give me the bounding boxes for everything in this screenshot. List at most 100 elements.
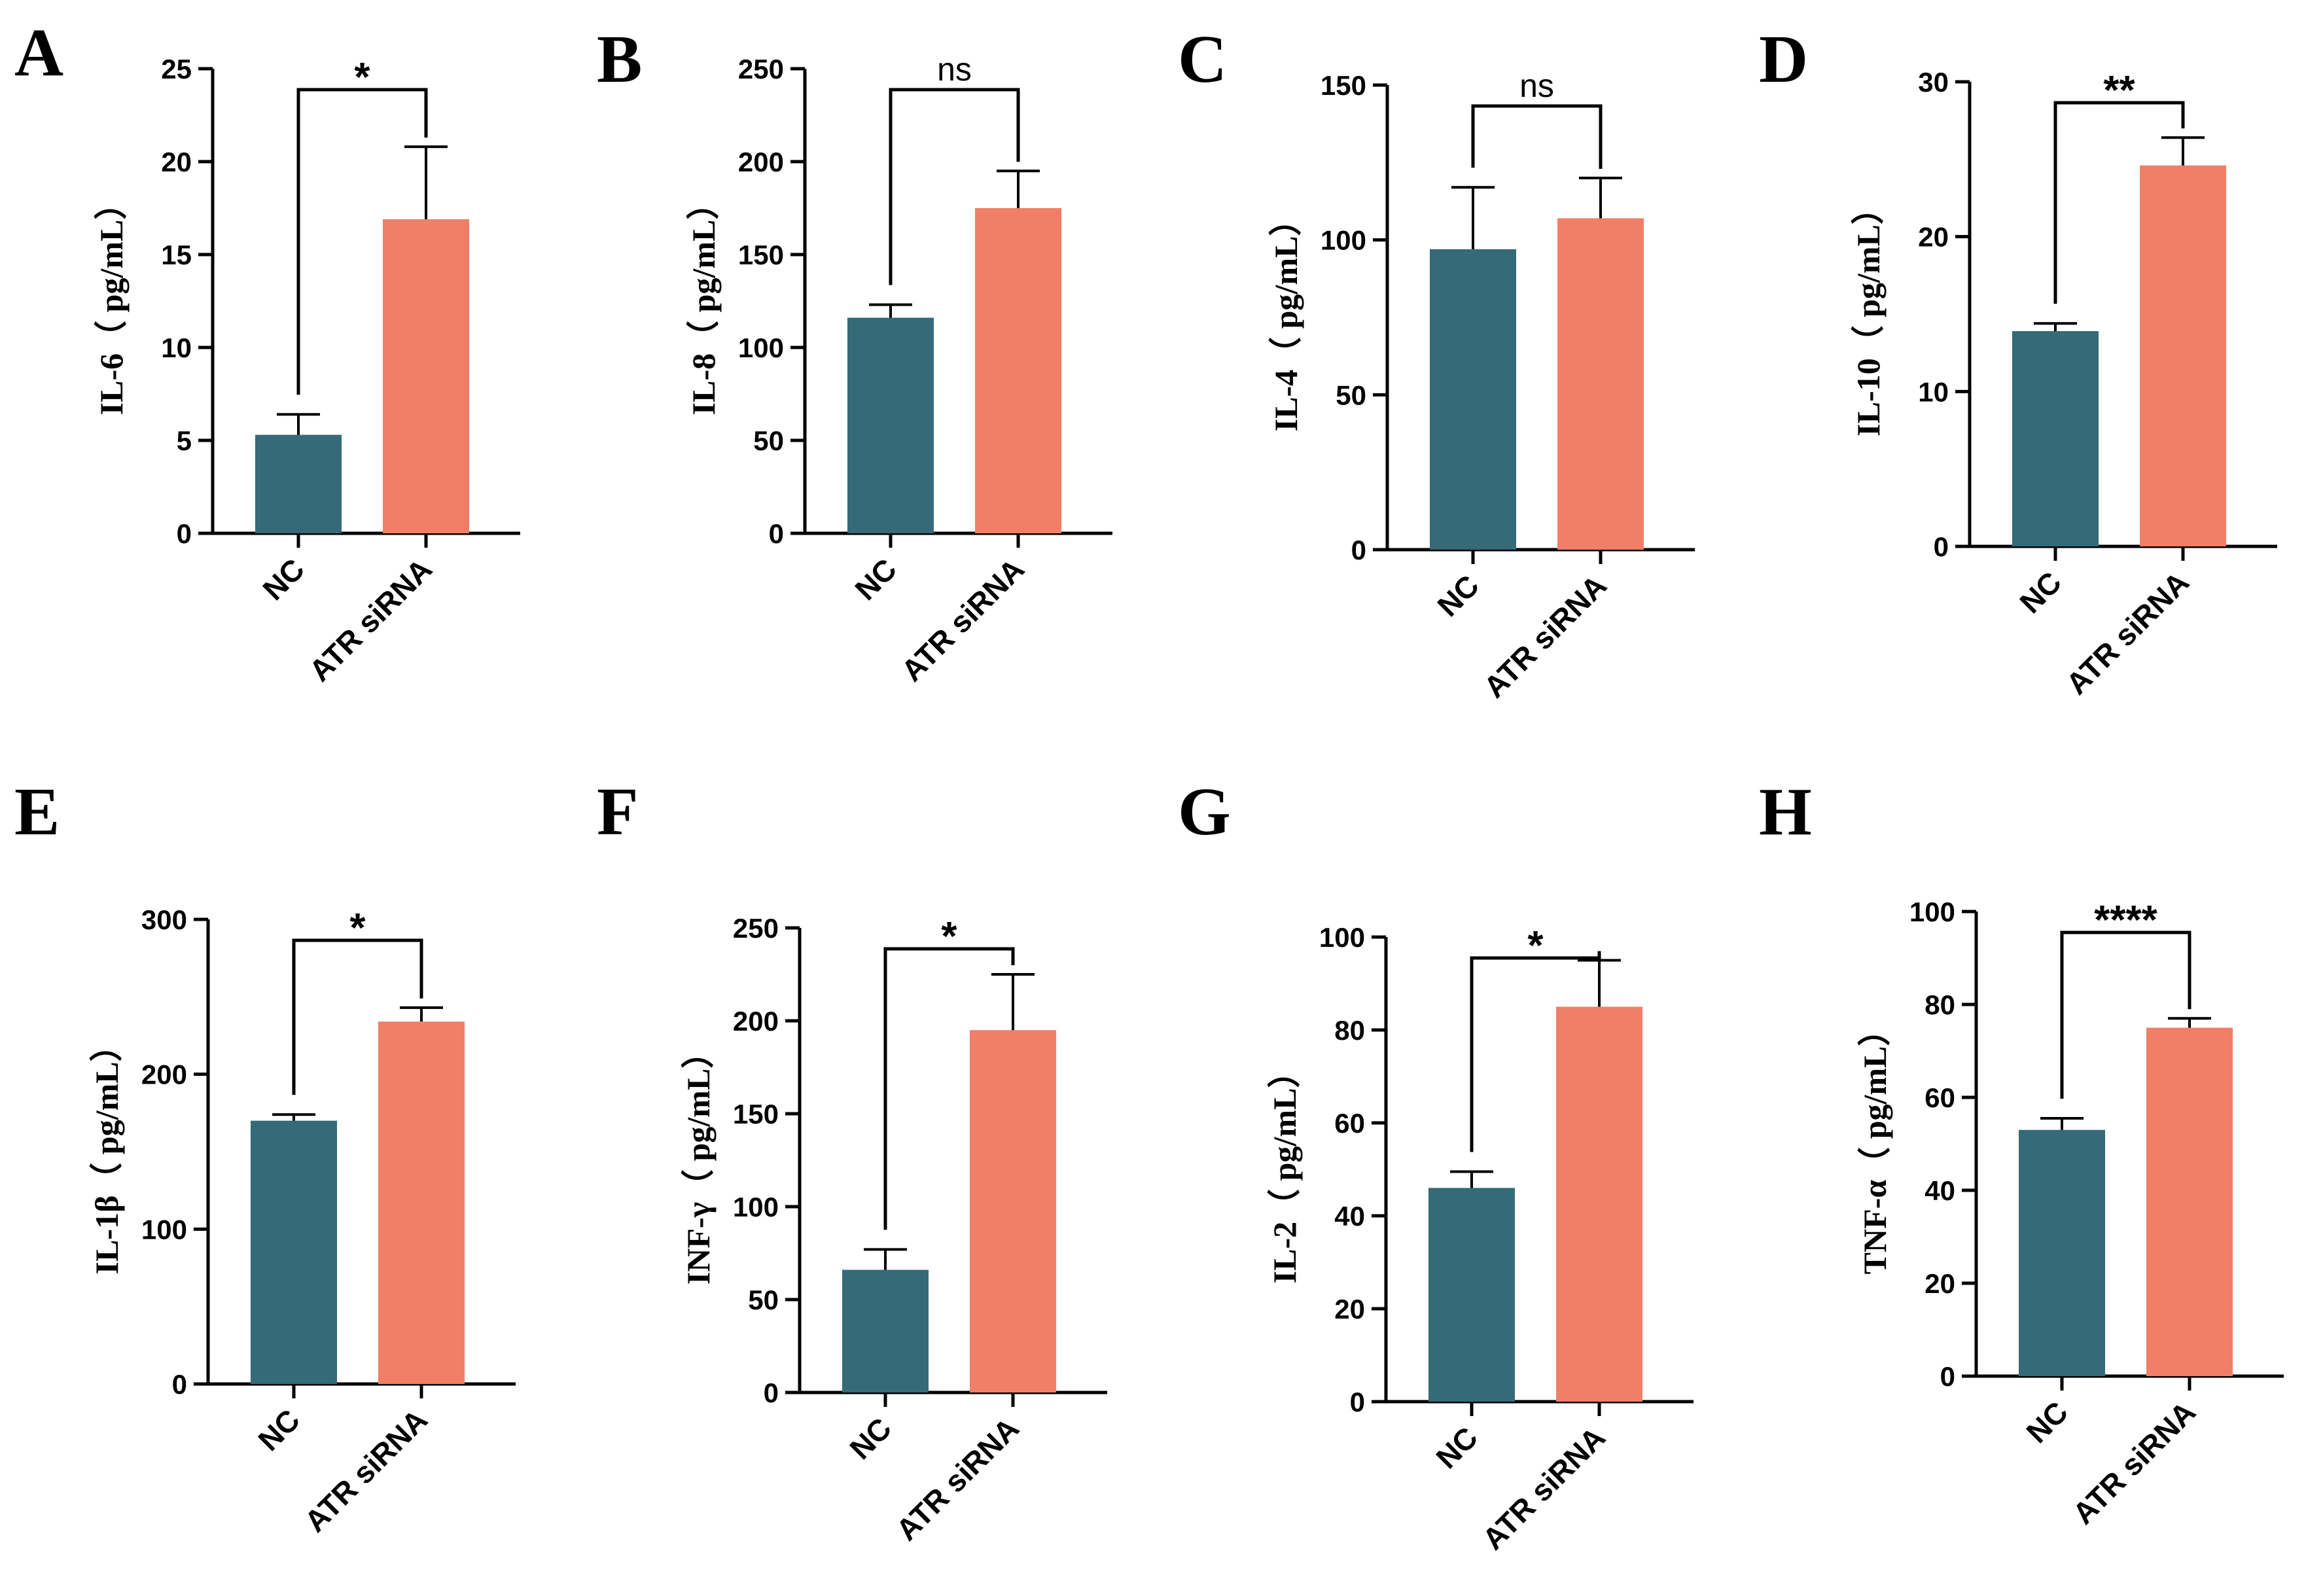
y-tick-label: 0	[769, 518, 784, 549]
significance-bracket	[2060, 931, 2191, 1099]
y-tick-label: 60	[1334, 1108, 1365, 1139]
y-tick-label: 80	[1334, 1015, 1365, 1046]
y-tick-label: 0	[764, 1377, 779, 1408]
y-tick-label: 250	[738, 54, 784, 84]
y-tick-label: 50	[1336, 380, 1366, 410]
y-tick-label: 100	[738, 332, 784, 363]
category-label: NC	[256, 552, 311, 607]
panel-letter: E	[14, 774, 60, 849]
y-tick-label: 100	[733, 1192, 779, 1222]
category-label: ATR siRNA	[302, 552, 438, 688]
significance-label: ns	[937, 51, 972, 88]
panel-letter: G	[1178, 774, 1231, 849]
category-label: ATR siRNA	[298, 1402, 434, 1538]
bar-atr-sirna	[2146, 1027, 2233, 1376]
y-axis-title: IL-1β（ pg/mL）	[88, 1029, 125, 1275]
bar-atr-sirna	[1557, 218, 1644, 550]
y-tick-label: 100	[141, 1214, 187, 1245]
y-tick-label: 25	[161, 54, 192, 84]
category-label: NC	[251, 1402, 306, 1457]
bar-nc	[842, 1269, 929, 1392]
significance-label: ns	[1519, 67, 1554, 104]
bar-atr-sirna	[383, 219, 469, 533]
bar-nc	[1428, 1188, 1515, 1402]
y-tick-label: 150	[1321, 70, 1366, 101]
y-tick-label: 20	[1334, 1294, 1365, 1324]
y-axis-title: INF-γ（ pg/mL）	[680, 1036, 717, 1285]
y-tick-label: 0	[1351, 535, 1366, 565]
bar-nc	[251, 1120, 337, 1384]
y-tick-label: 0	[1940, 1361, 1955, 1392]
panel-letter: F	[597, 774, 639, 849]
significance-label: *	[349, 906, 366, 951]
category-label: ATR siRNA	[1476, 1420, 1612, 1556]
panel-letter: A	[14, 15, 63, 90]
y-tick-label: 5	[177, 425, 192, 456]
bar-nc	[2019, 1129, 2105, 1376]
y-tick-label: 40	[1334, 1201, 1365, 1232]
y-axis-title: IL-10（ pg/mL）	[1850, 192, 1887, 436]
significance-bracket	[1470, 951, 1601, 1152]
significance-bracket	[292, 938, 423, 1095]
panel-letter: C	[1178, 22, 1227, 97]
panel-letter: D	[1759, 22, 1808, 97]
y-tick-label: 200	[141, 1059, 187, 1090]
y-tick-label: 200	[738, 147, 784, 177]
panel-letter: H	[1759, 774, 1812, 849]
bar-atr-sirna	[378, 1021, 465, 1384]
y-tick-label: 300	[141, 904, 187, 935]
y-axis-title: IL-8（ pg/mL）	[685, 187, 722, 416]
category-label: ATR siRNA	[2059, 565, 2195, 701]
category-label: ATR siRNA	[1477, 568, 1613, 704]
y-tick-label: 20	[1925, 1268, 1955, 1299]
y-tick-label: 60	[1925, 1082, 1955, 1113]
y-tick-label: 20	[161, 147, 192, 177]
y-tick-label: 0	[177, 518, 192, 549]
y-tick-label: 150	[733, 1099, 779, 1129]
bar-nc	[255, 434, 342, 533]
category-label: NC	[2013, 565, 2068, 620]
bar-atr-sirna	[970, 1030, 1056, 1392]
significance-label: *	[354, 55, 370, 100]
category-label: ATR siRNA	[895, 552, 1031, 688]
bar-nc	[1430, 249, 1516, 550]
y-tick-label: 80	[1925, 989, 1955, 1020]
significance-bracket	[2053, 101, 2185, 304]
bar-nc	[847, 317, 934, 533]
bar-atr-sirna	[2140, 165, 2226, 547]
y-tick-label: 250	[733, 913, 779, 944]
y-tick-label: 0	[1934, 531, 1949, 562]
y-tick-label: 50	[748, 1285, 779, 1315]
category-label: NC	[843, 1411, 898, 1466]
y-tick-label: 150	[738, 239, 784, 270]
bar-nc	[2012, 331, 2099, 546]
significance-label: *	[941, 914, 957, 959]
significance-label: ****	[2094, 898, 2157, 943]
significance-label: *	[1527, 923, 1544, 968]
y-tick-label: 0	[1350, 1387, 1365, 1417]
category-label: NC	[1429, 1420, 1484, 1475]
significance-label: **	[2103, 68, 2135, 113]
y-tick-label: 50	[753, 425, 784, 456]
y-axis-title: IL-6（ pg/mL）	[93, 187, 130, 416]
y-tick-label: 40	[1925, 1175, 1955, 1206]
significance-bracket	[883, 947, 1015, 1230]
y-tick-label: 100	[1909, 896, 1955, 927]
category-label: NC	[1430, 568, 1485, 623]
y-axis-title: IL-4（ pg/mL）	[1268, 204, 1304, 432]
y-tick-label: 100	[1321, 225, 1366, 256]
significance-bracket	[889, 88, 1020, 285]
category-label: NC	[2019, 1394, 2074, 1449]
y-tick-label: 100	[1319, 922, 1365, 953]
category-label: ATR siRNA	[2066, 1394, 2202, 1531]
y-tick-label: 15	[161, 239, 192, 270]
